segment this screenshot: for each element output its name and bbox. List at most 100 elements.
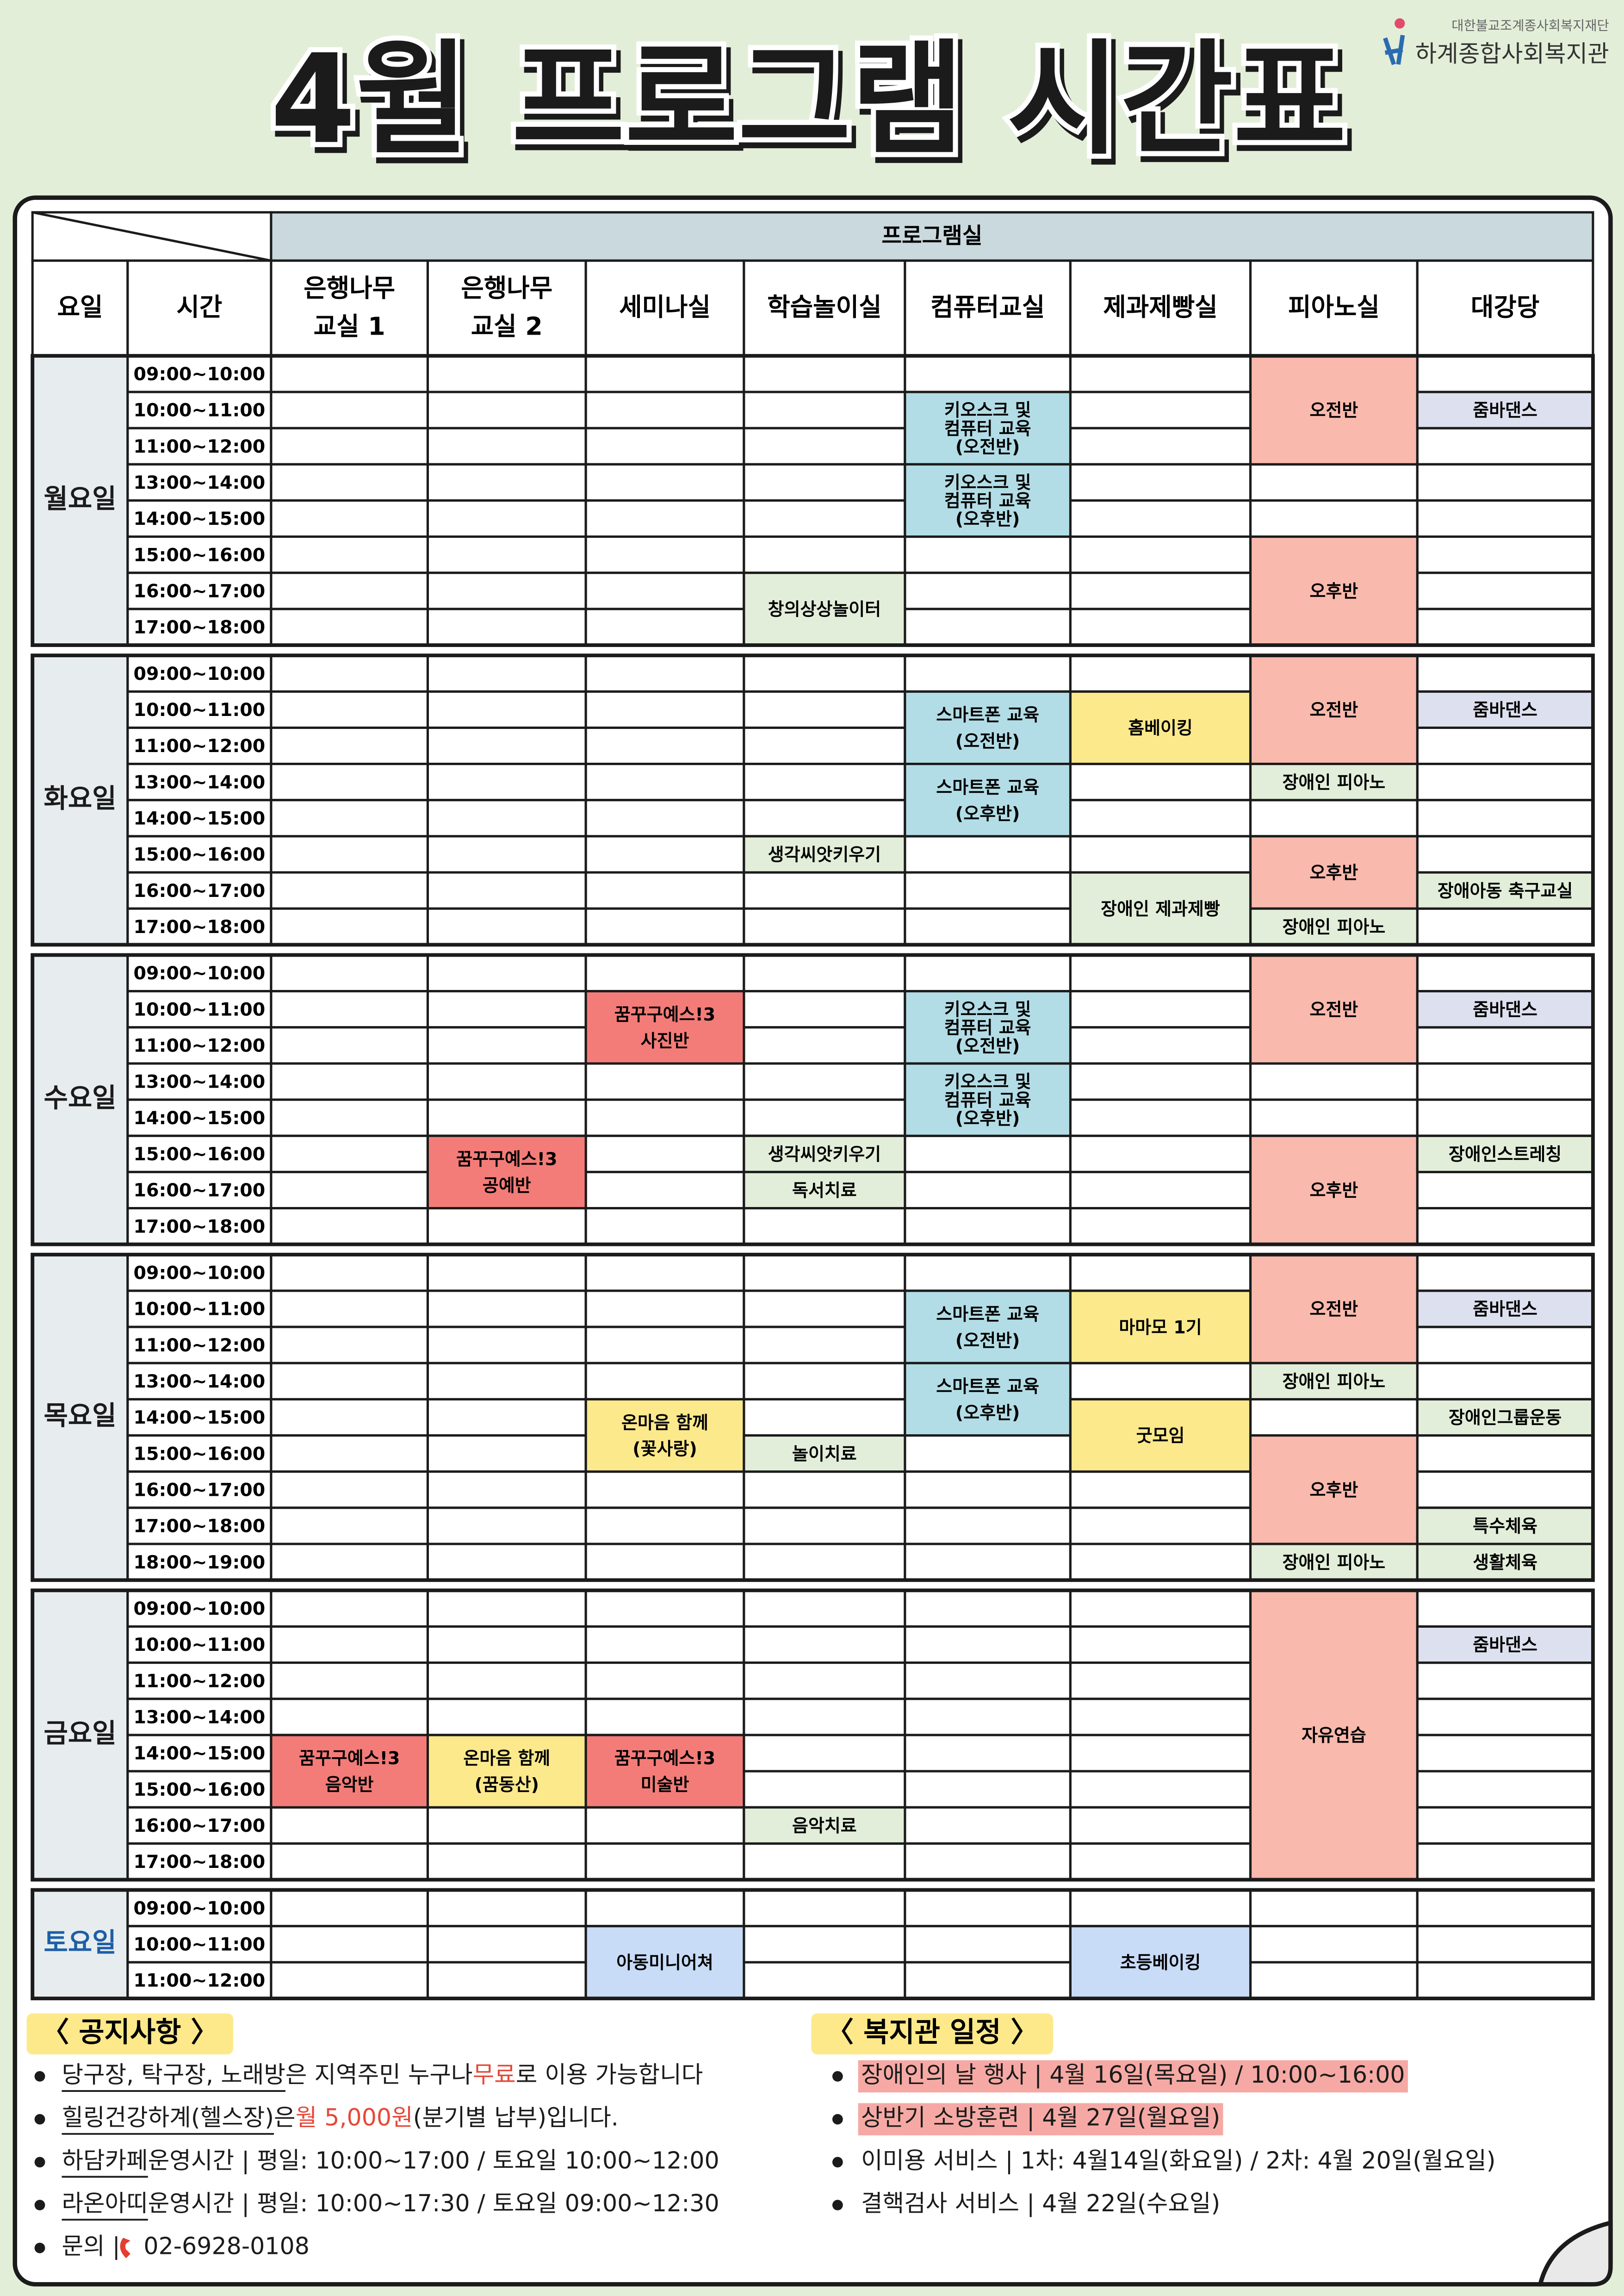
header-cell (31, 259, 129, 357)
room-cell (743, 1026, 906, 1065)
room-cell (904, 572, 1072, 610)
logo-mark (1383, 35, 1405, 65)
event-cell (1249, 1362, 1419, 1400)
notice-text: 당구장, 탁구장, 노래방 (62, 2061, 285, 2088)
event-label: 키오스크 및 (944, 999, 1031, 1020)
event-cell (743, 1806, 906, 1845)
room-cell (904, 953, 1072, 993)
time-cell (126, 1470, 273, 1509)
room-cell (584, 1806, 745, 1845)
event-label: 장애인 피아노 (1283, 1371, 1386, 1392)
highlight (858, 2060, 1408, 2093)
event-label: (오전반) (955, 731, 1020, 752)
event-cell (1416, 1398, 1594, 1437)
room-cell (743, 1770, 906, 1809)
room-cell (270, 1362, 429, 1400)
room-cell (270, 835, 429, 874)
room-cell (904, 907, 1072, 946)
room-cell (584, 1589, 745, 1628)
room-cell (904, 1134, 1072, 1173)
room-cell (1249, 1062, 1419, 1101)
event-label: 온마음 함께 (621, 1412, 708, 1433)
time-label: 14:00~15:00 (134, 808, 266, 829)
room-cell (270, 1170, 429, 1210)
room-cell (904, 355, 1072, 393)
room-cell (904, 654, 1072, 693)
notice-text: 로 이용 가능합니다 (516, 2061, 703, 2088)
room-cell (1069, 608, 1252, 647)
room-cell (1249, 499, 1419, 538)
room-cell (270, 1506, 429, 1545)
room-header: 학습놀이실 (767, 292, 881, 322)
room-cell (1416, 1698, 1594, 1736)
room-header: 은행나무 (461, 274, 552, 303)
time-label: 10:00~11:00 (134, 400, 266, 421)
event-label: 키오스크 및 (944, 473, 1031, 493)
room-cell (743, 1325, 906, 1364)
room-cell (1069, 499, 1252, 538)
room-cell (904, 1543, 1072, 1581)
event-cell (904, 1362, 1072, 1437)
room-cell (270, 1589, 429, 1628)
event-cell (1416, 1289, 1594, 1328)
room-cell (743, 1734, 906, 1773)
time-label: 14:00~15:00 (134, 1108, 266, 1129)
room-cell (426, 1806, 587, 1845)
room-cell (584, 1062, 745, 1101)
section-title-highlight (811, 2013, 1054, 2054)
notice-text: 은 지역주민 누구나 (285, 2061, 473, 2088)
room-cell (426, 799, 587, 838)
event-cell (1249, 535, 1419, 647)
room-cell (904, 1961, 1072, 2000)
room-cell (743, 1362, 906, 1400)
room-cell (1069, 1207, 1252, 1246)
room-cell (426, 953, 587, 993)
room-cell (270, 608, 429, 647)
room-cell (1416, 535, 1594, 574)
event-label: (꿈동산) (475, 1774, 539, 1795)
room-cell (743, 1842, 906, 1881)
time-cell (126, 391, 273, 429)
time-cell (126, 355, 273, 393)
room-cell (743, 355, 906, 393)
event-cell (1416, 391, 1594, 429)
room-cell (743, 907, 906, 946)
event-cell (1416, 690, 1594, 729)
event-cell (1069, 690, 1252, 765)
event-cell (1416, 990, 1594, 1029)
time-label: 14:00~15:00 (134, 1407, 266, 1428)
room-cell (270, 1661, 429, 1700)
room-cell (904, 1170, 1072, 1210)
room-cell (1416, 463, 1594, 502)
room-cell (743, 953, 906, 993)
room-cell (1416, 1062, 1594, 1101)
event-label: 오전반 (1310, 400, 1358, 421)
room-cell (426, 391, 587, 429)
corner-diagonal (32, 211, 272, 262)
notice-text: 문의 | (62, 2233, 120, 2260)
event-label: 줌바댄스 (1473, 1635, 1537, 1655)
event-label: (오후반) (955, 803, 1020, 824)
room-cell (1069, 1806, 1252, 1845)
room-cell (1416, 1770, 1594, 1809)
event-label: 음악치료 (792, 1816, 857, 1836)
room-cell (270, 572, 429, 610)
room-cell (743, 1698, 906, 1736)
event-label: 스마트폰 교육 (936, 705, 1039, 725)
room-cell (1069, 1770, 1252, 1809)
time-cell (126, 871, 273, 910)
room-cell (743, 1589, 906, 1628)
logo: 대한불교조계종사회복지재단 하계종합사회복지관 (1383, 18, 1609, 68)
time-cell (126, 535, 273, 574)
time-cell (126, 799, 273, 838)
room-cell (584, 499, 745, 538)
day-block-border (31, 1888, 1595, 2001)
room-cell (743, 763, 906, 802)
notice-text: 장애인의 날 행사 | 4월 16일(목요일) / 10:00~16:00 (861, 2061, 1405, 2088)
room-cell (1069, 799, 1252, 838)
time-cell (126, 1134, 273, 1173)
room-cell (904, 1434, 1072, 1473)
time-cell (126, 1661, 273, 1700)
